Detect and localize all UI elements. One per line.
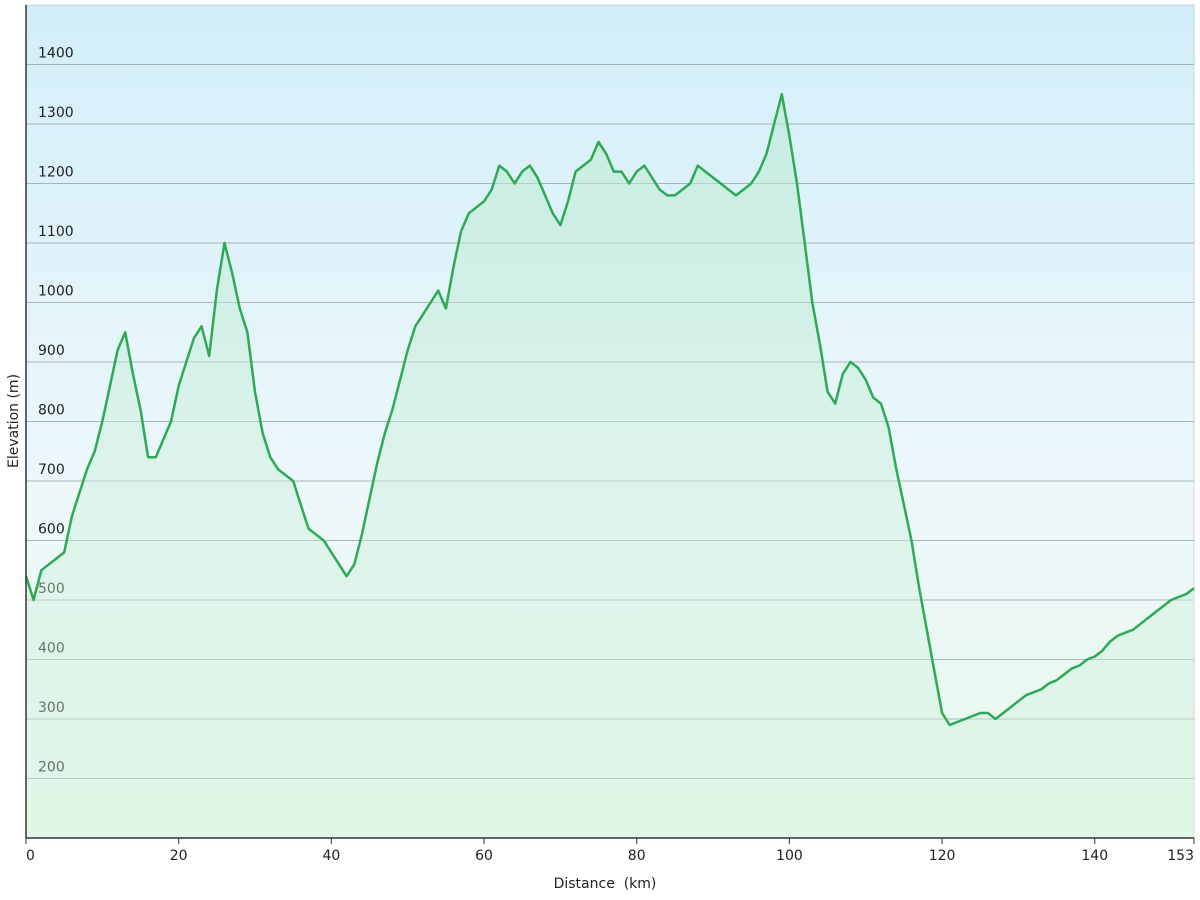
y-tick-label: 700 <box>38 462 65 478</box>
y-tick-label: 1400 <box>38 46 74 62</box>
x-tick-label: 80 <box>628 848 646 864</box>
y-tick-label: 1100 <box>38 224 74 240</box>
x-tick-label: 20 <box>170 848 188 864</box>
elevation-line <box>24 93 1195 727</box>
y-tick-label: 600 <box>38 522 65 538</box>
x-tick-label: 40 <box>322 848 340 864</box>
y-tick-label: 1000 <box>38 284 74 300</box>
y-tick-label: 1300 <box>38 105 74 121</box>
x-tick-label: 153 <box>1167 848 1194 864</box>
x-tick-label: 60 <box>475 848 493 864</box>
y-tick-label: 900 <box>38 343 65 359</box>
x-tick-label: 120 <box>929 848 956 864</box>
area-fill <box>26 94 1194 839</box>
y-tick-label: 800 <box>38 403 65 419</box>
y-tick-label: 1200 <box>38 165 74 181</box>
x-axis-label: Distance (km) <box>554 876 657 892</box>
y-axis-label: Elevation (m) <box>6 374 22 468</box>
x-tick-label: 100 <box>776 848 803 864</box>
x-tick-label: 0 <box>26 848 35 864</box>
x-tick-label: 140 <box>1081 848 1108 864</box>
